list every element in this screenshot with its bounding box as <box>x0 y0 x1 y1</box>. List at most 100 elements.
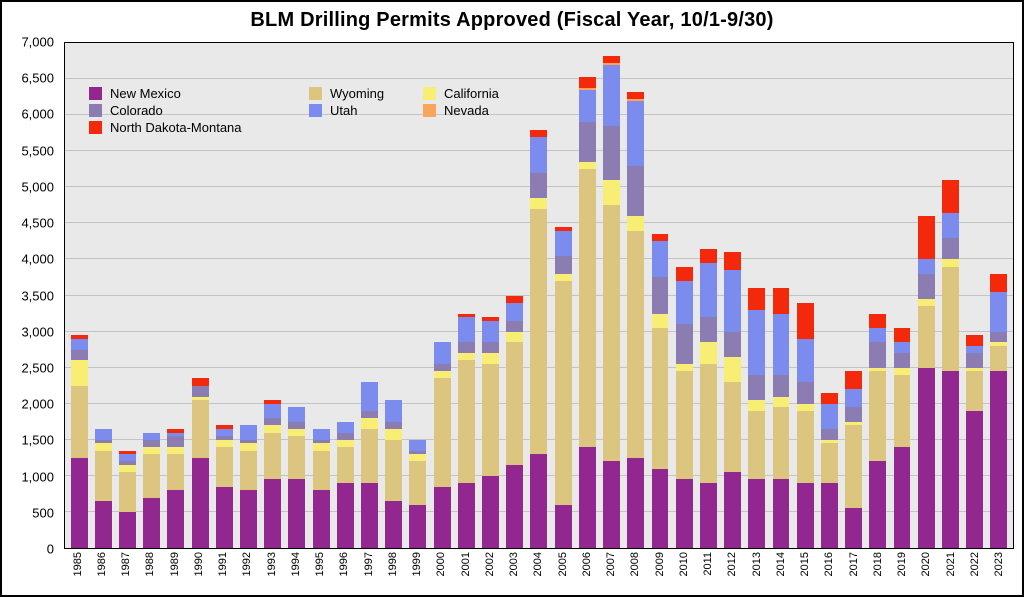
bar-segment-new-mexico <box>675 479 693 548</box>
bar-segment-new-mexico <box>917 367 935 548</box>
bar-segment-utah <box>675 281 693 325</box>
bar-1992 <box>236 43 260 548</box>
x-axis-tick-label: 2016 <box>818 552 842 596</box>
bar-segment-wyoming <box>312 450 330 491</box>
bar-segment-utah <box>820 403 838 429</box>
x-axis-year: 1992 <box>241 552 254 577</box>
bar-segment-wyoming <box>893 374 911 447</box>
bar-segment-wyoming <box>796 410 814 484</box>
bar-2014 <box>769 43 793 548</box>
bar-segment-wyoming <box>554 281 572 505</box>
bar-segment-colorado <box>651 277 669 314</box>
bar-segment-new-mexico <box>191 457 209 548</box>
bar-segment-colorado <box>603 125 621 181</box>
bar-segment-wyoming <box>941 266 959 372</box>
bar-2018 <box>866 43 890 548</box>
bar-2009 <box>648 43 672 548</box>
x-axis-year: 1997 <box>362 552 375 577</box>
x-axis-tick-label: 2000 <box>430 552 454 596</box>
legend-column: California Nevada <box>423 85 499 136</box>
legend-item: Colorado <box>89 102 309 119</box>
bar-segment-california <box>191 396 209 401</box>
x-axis-tick-label: 2012 <box>721 552 745 596</box>
bar-segment-wyoming <box>191 400 209 458</box>
bar-segment-colorado <box>554 255 572 274</box>
bar-1989 <box>164 43 188 548</box>
bar-1994 <box>285 43 309 548</box>
bar-2010 <box>672 43 696 548</box>
bar-segment-utah <box>845 389 863 408</box>
legend-label: New Mexico <box>110 86 181 101</box>
bar-segment-north-dakota-montana <box>554 226 572 231</box>
bar-segment-california <box>385 428 403 440</box>
bar-segment-utah <box>917 259 935 274</box>
bar-segment-north-dakota-montana <box>869 313 887 328</box>
bar-segment-nevada <box>603 62 621 65</box>
bar-segment-california <box>530 198 548 209</box>
x-axis-year: 2012 <box>726 552 739 577</box>
bar-segment-wyoming <box>675 371 693 480</box>
legend-swatch <box>89 104 102 117</box>
bar-2023 <box>987 43 1011 548</box>
y-axis-tick-label: 1,500 <box>21 432 54 448</box>
x-axis-year: 2006 <box>580 552 593 577</box>
x-axis-tick-label: 1999 <box>406 552 430 596</box>
bar-segment-north-dakota-montana <box>893 327 911 343</box>
bar-segment-north-dakota-montana <box>845 371 863 390</box>
bar-segment-wyoming <box>240 450 257 491</box>
bar-segment-utah <box>264 403 282 419</box>
legend-label: Colorado <box>110 103 163 118</box>
legend-label: Nevada <box>444 103 489 118</box>
bar-segment-california <box>820 439 838 444</box>
bar-segment-new-mexico <box>820 483 838 548</box>
bar-2003 <box>503 43 527 548</box>
y-axis: 0 500 1,000 1,500 2,000 2,500 3,000 3,500 4,000 4… <box>2 35 58 557</box>
x-axis-year: 2015 <box>799 552 812 577</box>
bar-segment-nevada <box>627 98 645 101</box>
legend: New Mexico Colorado North Dakota-Montana Wy… <box>89 85 499 136</box>
bar-segment-utah <box>869 327 887 343</box>
x-axis-year: 1991 <box>217 552 230 577</box>
bar-segment-wyoming <box>699 364 717 484</box>
bar-segment-california <box>215 439 233 447</box>
bar-segment-utah <box>70 338 88 350</box>
bar-segment-new-mexico <box>990 371 1008 548</box>
x-axis-tick-label: 2007 <box>600 552 624 596</box>
bar-segment-colorado <box>336 432 354 440</box>
x-axis-tick-label: 1990 <box>187 552 211 596</box>
x-axis-year: 1987 <box>120 552 133 577</box>
x-axis-year: 1998 <box>386 552 399 577</box>
bar-segment-north-dakota-montana <box>675 266 693 282</box>
bar-segment-colorado <box>990 331 1008 343</box>
bar-segment-colorado <box>70 349 88 361</box>
bar-segment-california <box>603 180 621 206</box>
y-axis-tick-label: 5,000 <box>21 179 54 195</box>
bar-segment-new-mexico <box>941 371 959 548</box>
bar-segment-california <box>457 353 475 361</box>
bar-segment-north-dakota-montana <box>772 288 790 314</box>
bar-segment-new-mexico <box>554 504 572 548</box>
bar-segment-new-mexico <box>119 511 136 548</box>
bar-segment-north-dakota-montana <box>578 77 596 89</box>
bar-segment-north-dakota-montana <box>119 450 136 455</box>
x-axis: 1985 1986 1987 1988 1989 1990 1991 1992 1993 1994… <box>64 552 1014 596</box>
bar-segment-wyoming <box>143 454 161 498</box>
bar-segment-utah <box>530 136 548 173</box>
bar-segment-wyoming <box>627 230 645 458</box>
x-axis-tick-label: 2009 <box>648 552 672 596</box>
bar-segment-north-dakota-montana <box>482 317 500 321</box>
x-axis-tick-label: 2005 <box>551 552 575 596</box>
bar-segment-utah <box>312 428 330 440</box>
x-axis-tick-label: 1993 <box>260 552 284 596</box>
bar-1993 <box>261 43 285 548</box>
x-axis-year: 2002 <box>483 552 496 577</box>
bar-segment-utah <box>288 407 306 422</box>
bar-segment-new-mexico <box>409 504 427 548</box>
x-axis-year: 2009 <box>653 552 666 577</box>
x-axis-year: 2021 <box>944 552 957 577</box>
bar-2013 <box>745 43 769 548</box>
x-axis-year: 1999 <box>411 552 424 577</box>
bar-segment-wyoming <box>94 450 112 502</box>
bar-segment-wyoming <box>433 378 451 487</box>
bars-container <box>65 43 1013 548</box>
